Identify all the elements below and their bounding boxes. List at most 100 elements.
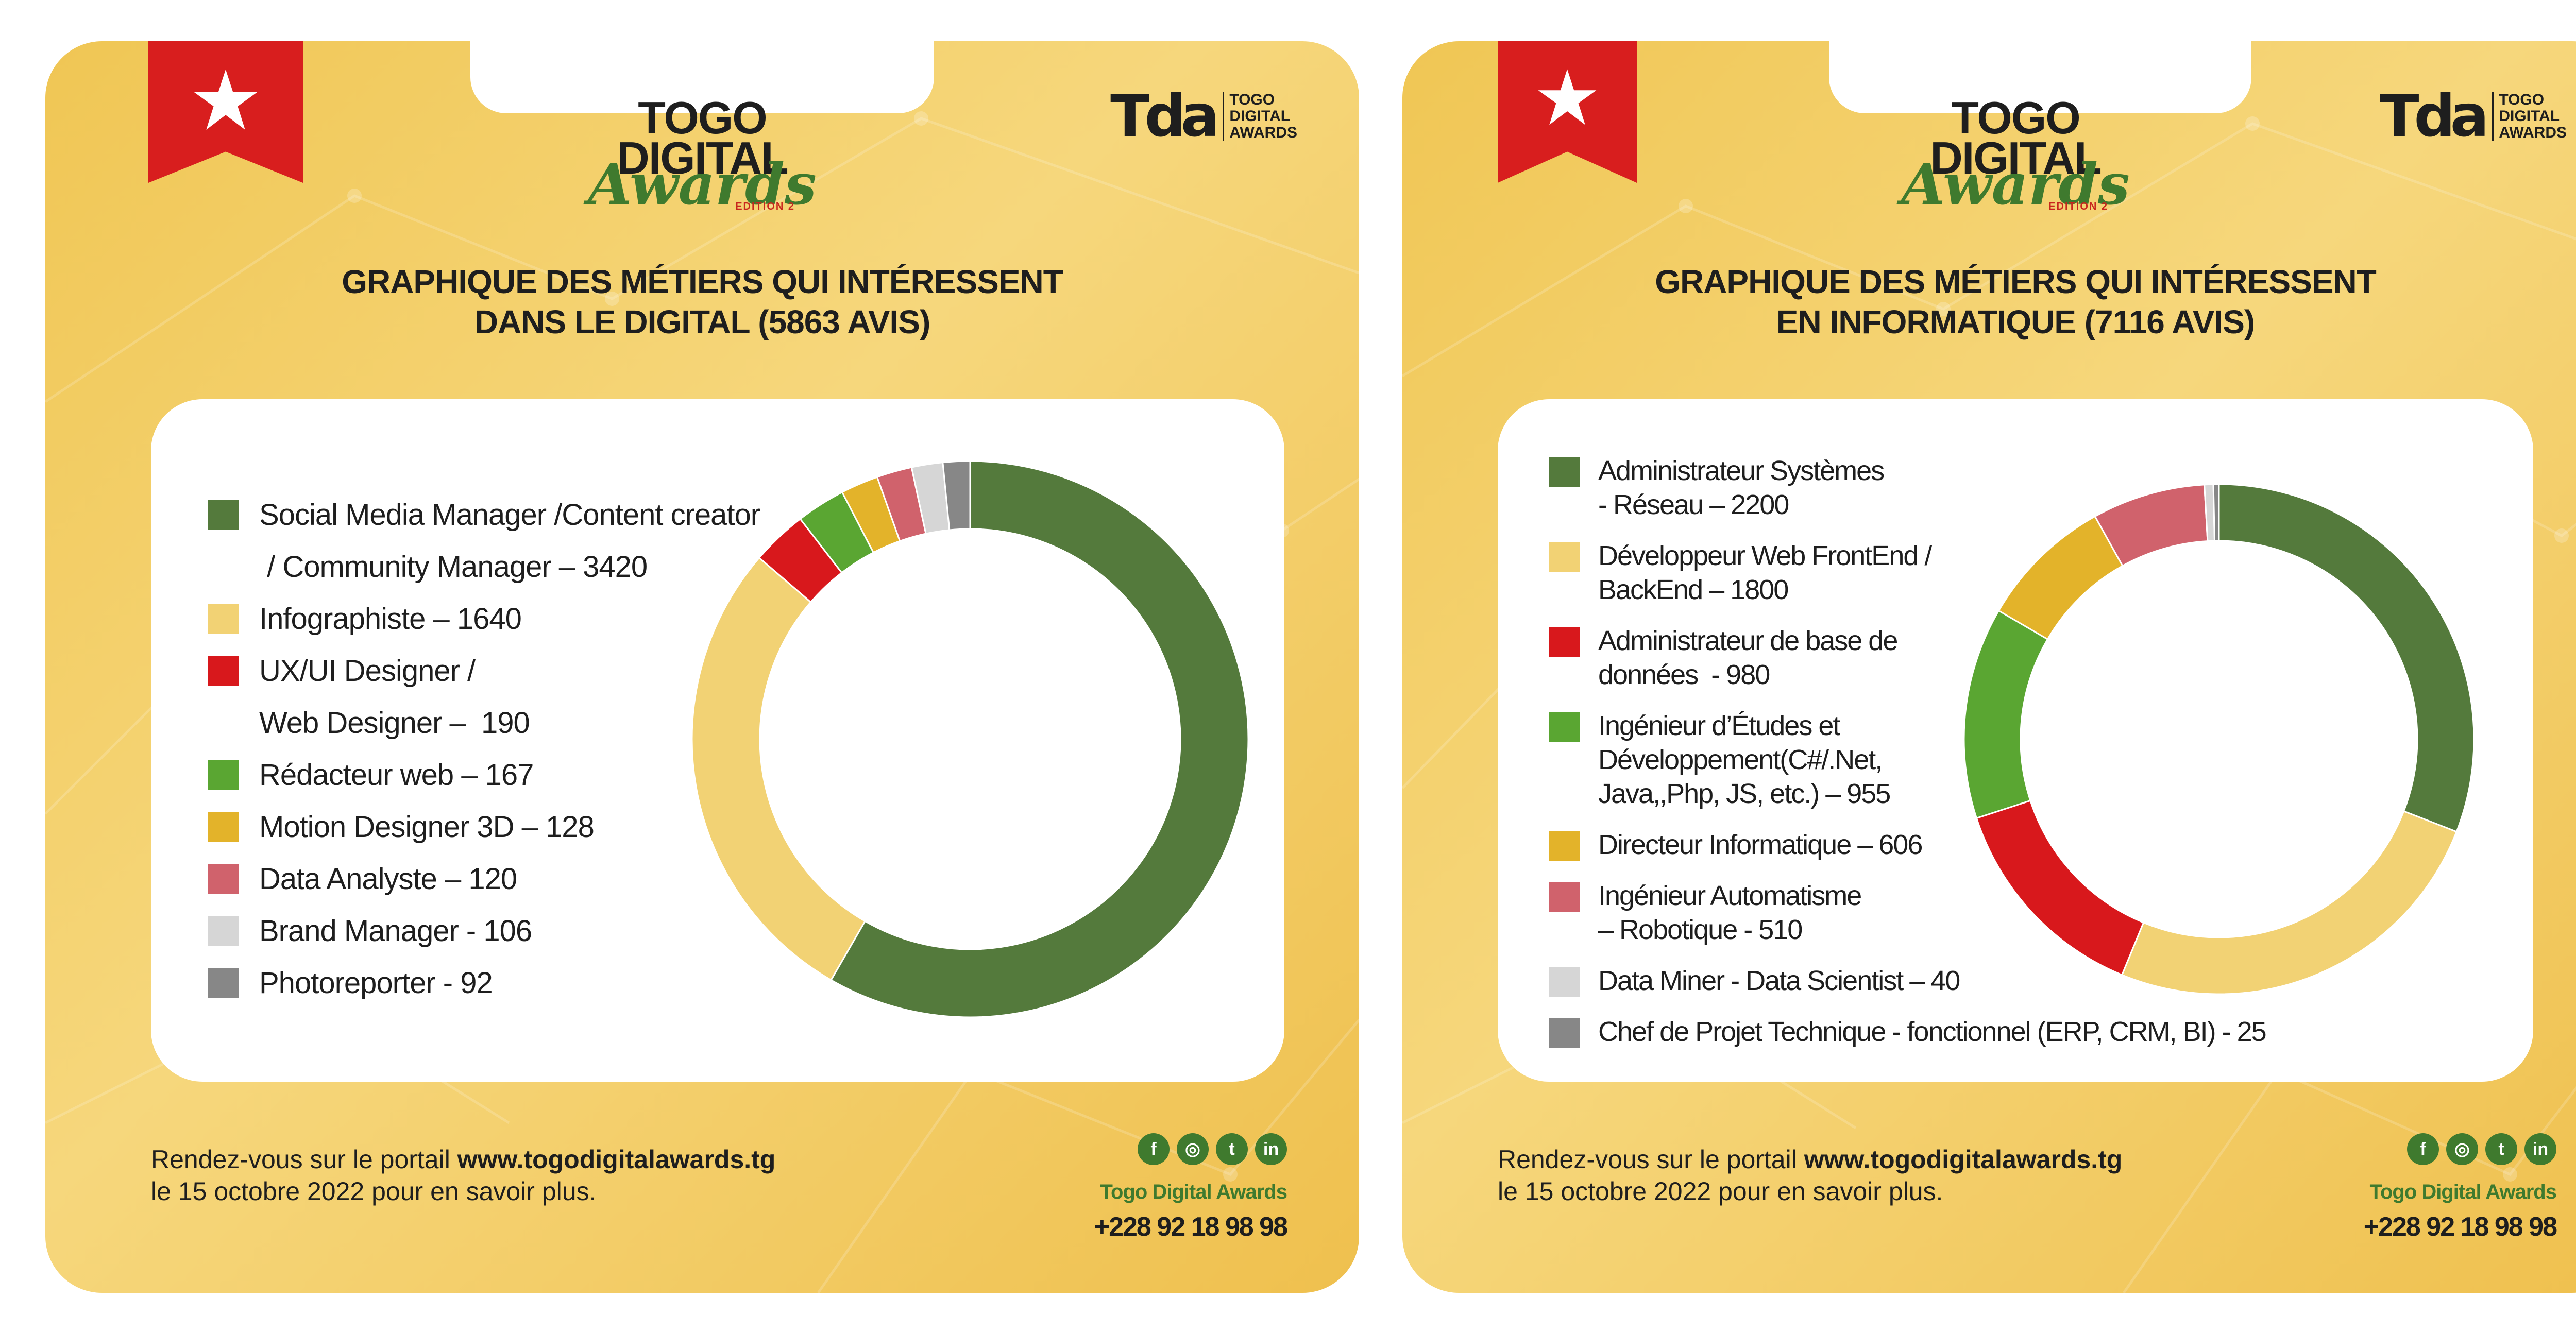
legend-label: Motion Designer 3D – 128 bbox=[259, 810, 595, 844]
donut-slice bbox=[1997, 515, 2124, 641]
legend-label: - Réseau – 2200 bbox=[1598, 489, 1789, 520]
legend-swatch bbox=[1549, 967, 1580, 997]
donut-slice bbox=[2218, 483, 2475, 833]
legend-label: Administrateur Systèmes bbox=[1598, 455, 1885, 486]
legend-label: Photoreporter - 92 bbox=[259, 966, 493, 1000]
legend-label: Développement(C#/.Net, bbox=[1598, 744, 1883, 775]
legend-label: BackEnd – 1800 bbox=[1598, 574, 1789, 605]
star-icon bbox=[1538, 69, 1597, 125]
social-icons: f ◎ t in bbox=[1138, 1133, 1287, 1165]
legend-label: – Robotique - 510 bbox=[1598, 914, 1803, 945]
footer-text: Rendez-vous sur le portail www.togodigit… bbox=[1498, 1145, 2123, 1206]
legend-label: Brand Manager - 106 bbox=[259, 914, 532, 948]
ribbon-bookmark bbox=[1498, 41, 1637, 183]
logo-script-awards: Awards bbox=[1901, 151, 2130, 217]
legend-swatch bbox=[208, 500, 239, 530]
portal-link[interactable]: www.togodigitalawards.tg bbox=[457, 1145, 776, 1174]
linkedin-icon[interactable]: in bbox=[1255, 1133, 1287, 1165]
facebook-icon[interactable]: f bbox=[1138, 1133, 1170, 1165]
tda-text: TOGO DIGITAL AWARDS bbox=[2492, 92, 2567, 141]
legend-label: UX/UI Designer / bbox=[259, 654, 476, 688]
instagram-icon[interactable]: ◎ bbox=[2446, 1133, 2478, 1165]
legend-label: Rédacteur web – 167 bbox=[259, 758, 534, 792]
legend-label: / Community Manager – 3420 bbox=[259, 550, 648, 584]
logo-edition: EDITION 2 bbox=[735, 201, 795, 212]
chart-title-line-2: DANS LE DIGITAL (5863 AVIS) bbox=[474, 303, 931, 340]
legend-swatch bbox=[1549, 831, 1580, 861]
chart-title-line-1: GRAPHIQUE DES MÉTIERS QUI INTÉRESSENT bbox=[342, 263, 1063, 300]
legend-label: Data Analyste – 120 bbox=[259, 862, 517, 896]
footer-text: Rendez-vous sur le portail www.togodigit… bbox=[151, 1145, 776, 1206]
legend-swatch bbox=[208, 656, 239, 686]
legend-label: Java,,Php, JS, etc.) – 955 bbox=[1598, 778, 1891, 809]
logo-line-digital: DIGITAL bbox=[1930, 132, 2102, 183]
legend-label: Infographiste – 1640 bbox=[259, 602, 522, 636]
donut-slice bbox=[2212, 483, 2220, 542]
legend-swatch bbox=[208, 864, 239, 894]
legend-swatch bbox=[208, 968, 239, 998]
instagram-icon[interactable]: ◎ bbox=[1177, 1133, 1209, 1165]
chart-card: Social Media Manager /Content creator / … bbox=[151, 399, 1284, 1082]
ribbon-bookmark bbox=[148, 41, 303, 183]
infographic-panel-informatique: TOGO DIGITAL Awards EDITION 2 Tda TOGO D… bbox=[1402, 41, 2576, 1293]
logo-line-togo: TOGO bbox=[1951, 92, 2081, 143]
logo-line-digital: DIGITAL bbox=[617, 132, 788, 183]
org-name: Togo Digital Awards bbox=[1100, 1181, 1287, 1203]
legend-label: Web Designer – 190 bbox=[259, 706, 530, 740]
donut-slice bbox=[1975, 799, 2145, 976]
chart-title-line-2: EN INFORMATIQUE (7116 AVIS) bbox=[1776, 303, 2255, 340]
donut-slice bbox=[1963, 609, 2049, 819]
legend-swatch bbox=[208, 916, 239, 946]
tda-logo: Tda TOGO DIGITAL AWARDS bbox=[1110, 88, 1297, 145]
legend-swatch bbox=[1549, 457, 1580, 487]
tda-logo: Tda TOGO DIGITAL AWARDS bbox=[2380, 88, 2567, 145]
portal-link[interactable]: www.togodigitalawards.tg bbox=[1804, 1145, 2123, 1174]
infographic-panel-digital: TOGO DIGITAL Awards EDITION 2 Tda TOGO D… bbox=[45, 41, 1359, 1293]
donut-chart bbox=[691, 460, 1249, 1018]
tda-mark: Tda bbox=[2380, 83, 2489, 150]
donut-slice bbox=[942, 460, 971, 531]
logo-edition: EDITION 2 bbox=[2048, 201, 2108, 212]
legend-swatch bbox=[1549, 712, 1580, 742]
legend-label: Développeur Web FrontEnd / bbox=[1598, 540, 1932, 571]
legend-label: données - 980 bbox=[1598, 659, 1770, 690]
legend-label: Data Miner - Data Scientist – 40 bbox=[1598, 965, 1960, 996]
donut-slice bbox=[2121, 810, 2458, 995]
chart-title: GRAPHIQUE DES MÉTIERS QUI INTÉRESSENT DA… bbox=[45, 262, 1359, 342]
legend-label: Administrateur de base de bbox=[1598, 625, 1898, 656]
social-icons: f ◎ t in bbox=[2407, 1133, 2556, 1165]
legend-swatch bbox=[208, 812, 239, 842]
twitter-icon[interactable]: t bbox=[2485, 1133, 2517, 1165]
legend-swatch bbox=[1549, 542, 1580, 572]
legend-swatch bbox=[1549, 627, 1580, 657]
chart-title: GRAPHIQUE DES MÉTIERS QUI INTÉRESSENT EN… bbox=[1402, 262, 2576, 342]
legend-swatch bbox=[1549, 882, 1580, 912]
twitter-icon[interactable]: t bbox=[1216, 1133, 1248, 1165]
tda-mark: Tda bbox=[1110, 83, 1219, 150]
event-logo: TOGO DIGITAL Awards EDITION 2 bbox=[537, 92, 867, 217]
donut-slice bbox=[829, 460, 1249, 1018]
top-notch bbox=[470, 41, 934, 113]
chart-title-line-1: GRAPHIQUE DES MÉTIERS QUI INTÉRESSENT bbox=[1655, 263, 2377, 300]
top-notch bbox=[1828, 41, 2251, 113]
legend-label: Social Media Manager /Content creator bbox=[259, 498, 760, 532]
legend-label: Ingénieur d’Études et bbox=[1598, 710, 1840, 741]
legend-swatch bbox=[208, 604, 239, 634]
logo-script-awards: Awards bbox=[588, 151, 817, 217]
phone-number: +228 92 18 98 98 bbox=[1094, 1212, 1288, 1242]
legend-label: Ingénieur Automatisme bbox=[1598, 880, 1862, 911]
logo-line-togo: TOGO bbox=[638, 92, 768, 143]
donut-chart bbox=[1963, 483, 2475, 995]
star-icon bbox=[194, 69, 258, 130]
facebook-icon[interactable]: f bbox=[2407, 1133, 2439, 1165]
legend-label: Directeur Informatique – 606 bbox=[1598, 829, 1923, 860]
phone-number: +228 92 18 98 98 bbox=[2363, 1212, 2557, 1242]
chart-card: Administrateur Systèmes - Réseau – 2200 Dé… bbox=[1498, 399, 2533, 1082]
legend-label: Chef de Projet Technique - fonctionnel (… bbox=[1598, 1016, 2267, 1047]
donut-slice bbox=[691, 556, 867, 981]
org-name: Togo Digital Awards bbox=[2369, 1181, 2557, 1203]
linkedin-icon[interactable]: in bbox=[2524, 1133, 2556, 1165]
legend-swatch bbox=[208, 760, 239, 790]
tda-text: TOGO DIGITAL AWARDS bbox=[1223, 92, 1297, 141]
legend-swatch bbox=[1549, 1018, 1580, 1048]
